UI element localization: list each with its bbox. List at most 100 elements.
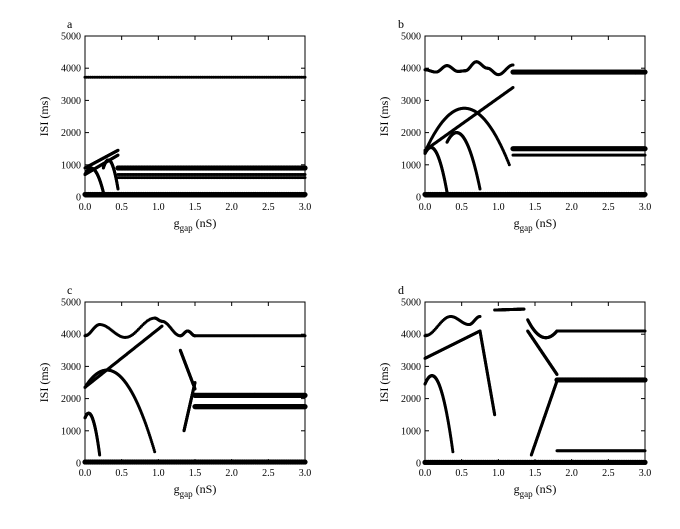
data-point <box>153 450 157 454</box>
panel-letter: b <box>398 17 404 31</box>
x-tick-label: 1.5 <box>189 202 202 213</box>
x-tick-label: 1.5 <box>189 468 202 479</box>
series-arc-2 <box>83 411 102 457</box>
series-arc-2 <box>101 158 120 191</box>
y-tick-label: 1000 <box>401 160 421 171</box>
series-base <box>82 191 308 198</box>
y-tick-label: 0 <box>416 193 421 204</box>
series-rise-1 <box>83 324 164 389</box>
data-point <box>643 329 647 333</box>
y-tick-label: 3000 <box>61 362 81 373</box>
series-plateau-top <box>555 329 647 333</box>
y-tick-label: 4000 <box>61 330 81 341</box>
y-tick-label: 4000 <box>61 64 81 75</box>
y-tick-label: 3000 <box>61 96 81 107</box>
plot-frame <box>424 35 646 198</box>
x-tick-label: 2.5 <box>602 202 615 213</box>
y-tick-label: 2000 <box>401 128 421 139</box>
x-axis-label-unit: (nS) <box>193 482 217 496</box>
panel-letter: d <box>398 283 404 297</box>
data-point <box>642 146 648 152</box>
data-point <box>193 381 197 384</box>
data-point <box>643 449 647 453</box>
data-point <box>511 63 515 67</box>
x-tick-label: 1.0 <box>492 468 505 479</box>
x-tick-label: 0.5 <box>455 468 468 479</box>
x-axis-label-sub: gap <box>520 489 533 499</box>
series-base <box>422 191 648 198</box>
series-plateau-upper <box>554 377 648 383</box>
data-point <box>303 176 307 180</box>
data-point <box>303 75 307 79</box>
data-point <box>478 187 482 191</box>
data-point <box>642 377 648 383</box>
y-tick-label: 1000 <box>61 160 81 171</box>
x-tick-label: 2.0 <box>225 202 238 213</box>
series-band-mid <box>116 172 307 176</box>
x-tick-label: 0.0 <box>79 202 92 213</box>
x-axis-label-sub: gap <box>520 223 533 233</box>
x-axis-label: ggap (nS) <box>514 216 557 233</box>
panel-letter: c <box>67 283 72 297</box>
panel-d: d 0.0 0.5 1.0 1.5 2.0 2.5 3.001000200030004000… <box>377 283 651 499</box>
data-point <box>642 191 648 198</box>
x-axis-label-sub: gap <box>180 489 193 499</box>
series-fall-right <box>526 329 559 376</box>
y-tick-label: 0 <box>76 193 81 204</box>
x-tick-label: 2.5 <box>262 202 275 213</box>
series-rise-right <box>529 379 559 457</box>
y-tick-label: 3000 <box>401 96 421 107</box>
series-arc-3 <box>445 131 482 191</box>
series-rise-1 <box>423 86 515 152</box>
series-band-low <box>116 176 307 180</box>
series-arc-2 <box>423 145 449 194</box>
series-base <box>422 459 648 465</box>
x-axis-label: ggap (nS) <box>174 216 217 233</box>
y-tick-label: 4000 <box>401 64 421 75</box>
y-axis-label: ISI (ms) <box>377 363 391 403</box>
series-arc-1 <box>423 374 455 454</box>
panel-a: a 0.0 0.5 1.0 1.5 2.0 2.5 3.001000200030004000… <box>37 17 311 233</box>
data-point <box>507 163 511 167</box>
data-point <box>98 453 102 457</box>
series-rise-1 <box>83 148 120 170</box>
x-axis-label-main: g <box>514 482 520 496</box>
x-axis-label-main: g <box>514 216 520 230</box>
series-hump-top <box>493 307 526 312</box>
series-wave-top <box>423 60 515 77</box>
data-point <box>555 372 559 376</box>
series-rise-1 <box>423 329 482 360</box>
data-point <box>642 459 648 465</box>
data-point <box>445 190 449 194</box>
data-point <box>116 148 120 152</box>
x-tick-label: 3.0 <box>299 468 312 479</box>
data-point <box>478 314 482 318</box>
x-tick-label: 0.5 <box>115 202 128 213</box>
x-axis-label: ggap (nS) <box>174 482 217 499</box>
data-point <box>116 153 120 157</box>
data-point <box>511 86 515 90</box>
series-plateau-lower <box>511 153 647 157</box>
series-plateau-upper <box>192 392 308 398</box>
series-drop-1 <box>478 329 497 417</box>
series-rise-2 <box>182 381 197 433</box>
y-axis-label: ISI (ms) <box>377 97 391 137</box>
data-point <box>160 324 164 328</box>
x-tick-label: 0.5 <box>115 468 128 479</box>
series-arc-1 <box>423 106 511 167</box>
series-branch-top <box>83 75 307 79</box>
series-arc-1 <box>83 166 105 194</box>
x-tick-label: 1.5 <box>529 202 542 213</box>
y-tick-label: 5000 <box>61 298 81 309</box>
x-tick-label: 0.0 <box>419 202 432 213</box>
data-point <box>116 187 120 191</box>
series-plateau-top <box>510 69 648 75</box>
x-tick-label: 0.0 <box>419 468 432 479</box>
series-wave-top <box>83 316 197 339</box>
series-plateau-low <box>555 449 647 453</box>
y-tick-label: 4000 <box>401 330 421 341</box>
x-tick-label: 3.0 <box>639 202 652 213</box>
y-tick-label: 1000 <box>401 426 421 437</box>
x-tick-label: 1.0 <box>152 202 165 213</box>
